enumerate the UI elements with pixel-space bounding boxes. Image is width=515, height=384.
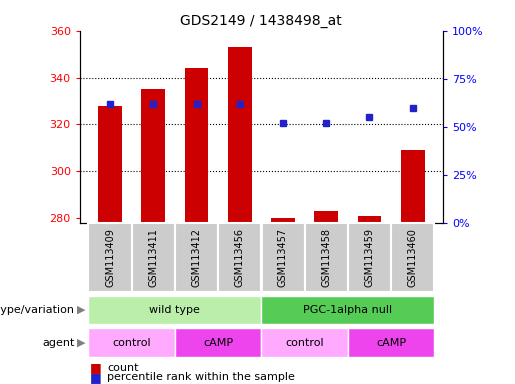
Bar <box>348 223 391 292</box>
Text: GSM113412: GSM113412 <box>192 228 201 287</box>
Text: PGC-1alpha null: PGC-1alpha null <box>303 305 392 315</box>
Text: GSM113459: GSM113459 <box>365 228 374 287</box>
Text: ■: ■ <box>90 361 102 374</box>
Bar <box>89 296 261 324</box>
Text: GSM113456: GSM113456 <box>235 228 245 287</box>
Bar <box>271 218 295 223</box>
Bar <box>261 296 434 324</box>
Text: cAMP: cAMP <box>203 338 233 348</box>
Bar <box>89 223 132 292</box>
Bar <box>185 68 209 223</box>
Text: GSM113458: GSM113458 <box>321 228 331 287</box>
Text: GSM113409: GSM113409 <box>105 228 115 287</box>
Text: genotype/variation: genotype/variation <box>0 305 75 315</box>
Bar <box>175 328 261 357</box>
Text: control: control <box>112 338 151 348</box>
Text: GSM113460: GSM113460 <box>408 228 418 287</box>
Text: wild type: wild type <box>149 305 200 315</box>
Bar <box>132 223 175 292</box>
Text: ▶: ▶ <box>77 305 86 315</box>
Text: GSM113457: GSM113457 <box>278 228 288 287</box>
Bar <box>391 223 434 292</box>
Bar <box>218 223 261 292</box>
Bar <box>348 328 434 357</box>
Text: GSM113411: GSM113411 <box>148 228 158 287</box>
Text: ■: ■ <box>90 371 102 384</box>
Bar <box>401 150 424 223</box>
Bar <box>98 106 122 223</box>
Bar <box>304 223 348 292</box>
Text: count: count <box>107 363 139 373</box>
Text: agent: agent <box>42 338 75 348</box>
Bar <box>89 328 175 357</box>
Bar <box>175 223 218 292</box>
Text: ▶: ▶ <box>77 338 86 348</box>
Bar <box>142 89 165 223</box>
Title: GDS2149 / 1438498_at: GDS2149 / 1438498_at <box>180 14 342 28</box>
Bar <box>261 223 304 292</box>
Bar <box>357 216 381 223</box>
Bar <box>314 211 338 223</box>
Text: cAMP: cAMP <box>376 338 406 348</box>
Bar <box>261 328 348 357</box>
Bar <box>228 47 252 223</box>
Text: percentile rank within the sample: percentile rank within the sample <box>107 372 295 382</box>
Text: control: control <box>285 338 324 348</box>
